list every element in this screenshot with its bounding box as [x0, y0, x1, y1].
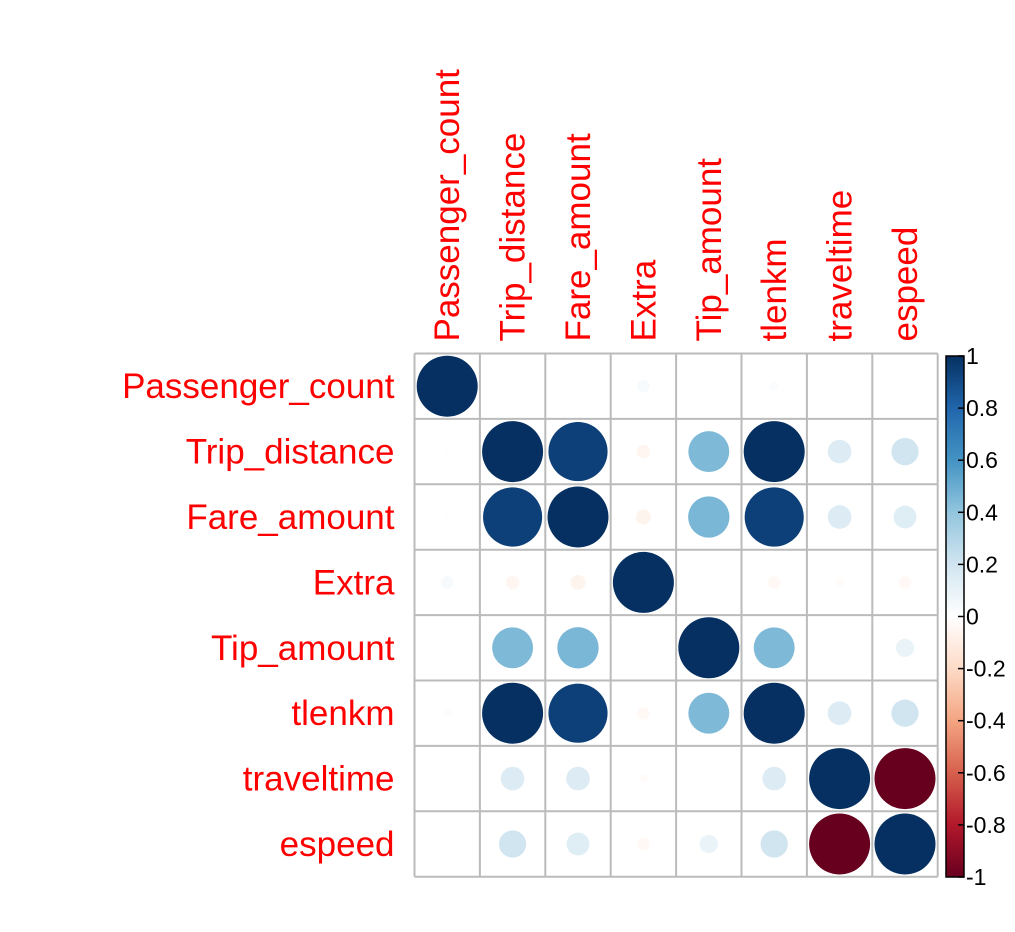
corr-circle-tlenkm-espeed — [891, 699, 919, 727]
row-label: Tip_amount — [211, 629, 395, 668]
corr-circle-Fare_amount-Tip_amount — [688, 496, 730, 538]
corr-circle-espeed-Tip_amount — [699, 834, 718, 854]
correlation-circles — [416, 355, 936, 875]
corr-circle-Passenger_count-Passenger_count — [416, 355, 478, 417]
corr-circle-Tip_amount-espeed — [895, 638, 915, 657]
corr-circle-Extra-Passenger_count — [441, 576, 454, 589]
grid — [413, 352, 939, 878]
corr-circle-tlenkm-Tip_amount — [688, 692, 730, 734]
colorbar-tick-label: -0.8 — [966, 812, 1006, 838]
colorbar-tick-label: -0.4 — [966, 708, 1006, 734]
column-label: Trip_distance — [494, 133, 533, 342]
column-label: tlenkm — [755, 238, 794, 341]
corr-circle-Tip_amount-Tip_amount — [678, 617, 740, 679]
corr-circle-Extra-Extra — [612, 551, 674, 613]
row-label: traveltime — [243, 760, 395, 799]
column-label: traveltime — [821, 190, 860, 342]
corr-circle-tlenkm-tlenkm — [743, 682, 805, 744]
corr-circle-traveltime-Fare_amount — [566, 766, 590, 791]
corr-circle-Trip_distance-Passenger_count — [444, 448, 451, 455]
corr-circle-espeed-Fare_amount — [566, 832, 590, 856]
row-label: Passenger_count — [122, 367, 395, 406]
column-label: espeed — [886, 227, 925, 342]
corr-circle-espeed-Trip_distance — [498, 830, 527, 858]
column-label: Tip_amount — [690, 158, 729, 342]
corr-circle-Passenger_count-Fare_amount — [574, 383, 582, 390]
corr-circle-espeed-tlenkm — [760, 830, 788, 858]
corr-circle-Fare_amount-Trip_distance — [483, 487, 543, 547]
column-label: Extra — [624, 259, 663, 341]
corr-circle-Fare_amount-espeed — [893, 505, 917, 529]
corr-circle-Trip_distance-tlenkm — [743, 421, 805, 483]
column-label: Fare_amount — [559, 133, 598, 341]
corr-circle-Trip_distance-Fare_amount — [548, 422, 608, 482]
corr-circle-Tip_amount-Fare_amount — [557, 627, 599, 669]
corr-circle-traveltime-Tip_amount — [705, 775, 712, 782]
colorbar-tick-label: -1 — [966, 864, 986, 890]
corr-circle-Passenger_count-Trip_distance — [509, 383, 516, 390]
corr-circle-Passenger_count-Extra — [637, 380, 650, 393]
colorbar-tick-label: 0 — [966, 604, 979, 630]
corr-circle-espeed-Extra — [637, 837, 650, 851]
corr-circle-Trip_distance-Extra — [636, 444, 651, 459]
corr-circle-Extra-Trip_distance — [505, 575, 520, 590]
corr-circle-Trip_distance-Tip_amount — [688, 431, 730, 473]
colorbar-tick-label: 0.6 — [966, 447, 998, 473]
row-label: tlenkm — [291, 694, 394, 733]
corr-circle-espeed-traveltime — [809, 813, 871, 875]
row-label: espeed — [280, 825, 395, 864]
corr-circle-traveltime-espeed — [874, 748, 936, 810]
corr-circle-tlenkm-Fare_amount — [548, 683, 608, 743]
corr-circle-espeed-espeed — [874, 813, 936, 875]
corr-circle-Trip_distance-Trip_distance — [482, 421, 544, 483]
corr-circle-Fare_amount-Passenger_count — [444, 513, 451, 521]
corr-circle-traveltime-Extra — [639, 774, 648, 783]
corr-circle-Tip_amount-traveltime — [836, 644, 843, 651]
row-labels: Passenger_count Trip_distance Fare_amount E… — [122, 367, 395, 864]
colorbar-tick-label: 0.4 — [966, 499, 998, 525]
corr-circle-Extra-Fare_amount — [570, 574, 586, 590]
corr-circle-Extra-tlenkm — [768, 576, 781, 589]
corr-circle-tlenkm-Passenger_count — [442, 708, 452, 718]
row-label: Fare_amount — [186, 498, 394, 537]
colorbar: 1 0.8 0.6 0.4 0.2 0 -0.2 -0.4 -0.6 -0.8 -1 — [945, 343, 1006, 890]
row-label: Trip_distance — [186, 433, 395, 472]
column-label: Passenger_count — [428, 69, 467, 342]
corr-circle-traveltime-traveltime — [809, 748, 871, 810]
corr-circle-tlenkm-Extra — [637, 707, 650, 720]
colorbar-tick-label: -0.6 — [966, 760, 1006, 786]
column-labels: Passenger_count Trip_distance Fare_amount E… — [428, 69, 925, 342]
colorbar-tick-label: 0.8 — [966, 395, 998, 421]
corr-circle-Trip_distance-traveltime — [827, 439, 852, 464]
corr-circle-Trip_distance-espeed — [891, 437, 919, 466]
corr-circle-tlenkm-Trip_distance — [482, 682, 544, 744]
corr-circle-Fare_amount-Extra — [635, 509, 651, 525]
corr-circle-Tip_amount-tlenkm — [753, 627, 795, 669]
corr-circle-traveltime-tlenkm — [762, 766, 787, 791]
colorbar-tick-label: -0.2 — [966, 656, 1006, 682]
corr-circle-Extra-traveltime — [835, 578, 844, 587]
corr-circle-tlenkm-traveltime — [827, 701, 852, 726]
colorbar-tick-label: 1 — [966, 343, 979, 369]
corr-circle-Passenger_count-tlenkm — [769, 381, 779, 391]
corr-circle-Fare_amount-Fare_amount — [547, 486, 609, 548]
row-label: Extra — [313, 563, 395, 602]
corr-circle-Fare_amount-tlenkm — [744, 487, 804, 547]
corr-circle-Extra-espeed — [898, 576, 912, 589]
corr-circle-Tip_amount-Trip_distance — [492, 627, 534, 669]
colorbar-tick-label: 0.2 — [966, 551, 998, 577]
corr-circle-Fare_amount-traveltime — [827, 505, 852, 529]
corr-circle-traveltime-Trip_distance — [500, 766, 525, 791]
